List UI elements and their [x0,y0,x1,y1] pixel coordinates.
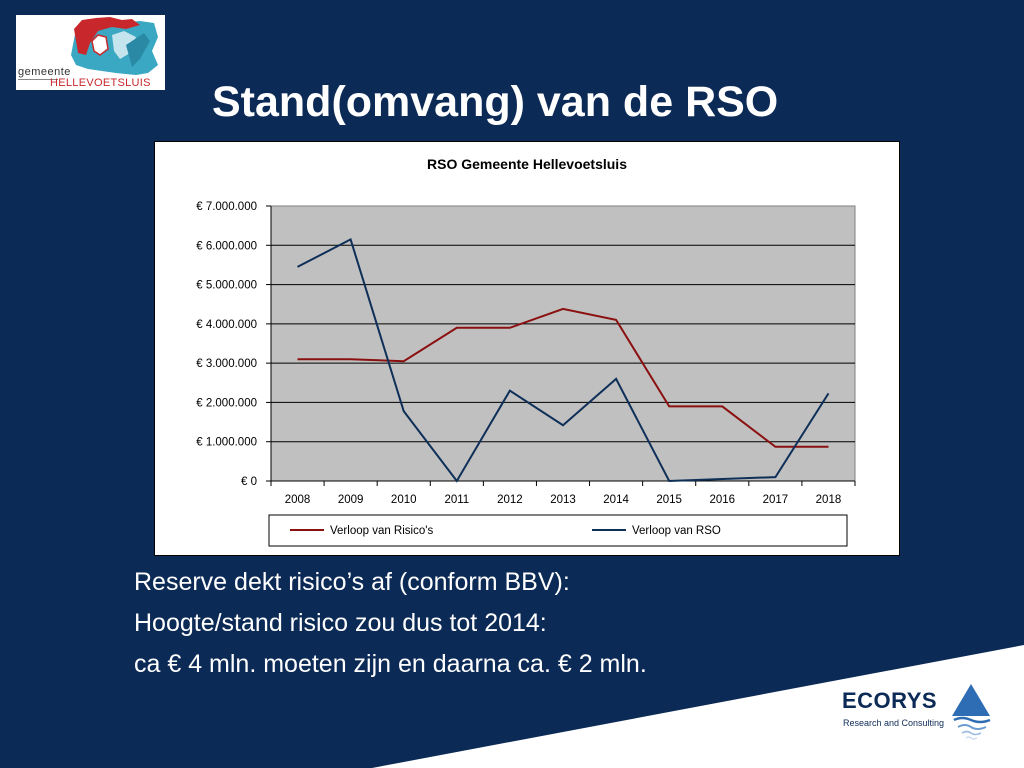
y-tick-label-4: € 4.000.000 [196,319,257,331]
x-tick-label-2012: 2012 [497,494,523,506]
lion-crest-icon [71,17,158,75]
series-line-risicos [297,307,829,448]
series-line-rso [297,237,830,483]
white-wedge [372,645,1024,768]
y-tick-label-6: € 6.000.000 [196,240,257,252]
x-tick-label-2017: 2017 [763,494,789,506]
legend-box [268,514,848,547]
y-tick-label-5: € 5.000.000 [196,280,257,292]
x-tick-label-2018: 2018 [816,494,842,506]
ecorys-logo: ECORYS Research and Consulting [838,680,998,750]
x-tick-label-2011: 2011 [444,494,469,506]
ecorys-name: ECORYS [842,688,938,713]
x-tick-label-2013: 2013 [550,494,576,506]
body-line-1: Reserve dekt risico’s af (conform BBV): [134,568,570,596]
logo-text-gemeente: gemeente [18,66,71,78]
x-tick-label-2015: 2015 [656,494,682,506]
triangle-wave-icon [952,684,991,740]
plot-area [270,205,856,482]
slide-title: Stand(omvang) van de RSO [212,78,779,126]
y-tick-label-7: € 7.000.000 [196,201,257,213]
y-tick-label-2: € 2.000.000 [196,397,257,409]
body-text: Reserve dekt risico’s af (conform BBV): … [134,562,647,685]
chart-title: RSO Gemeente Hellevoetsluis [427,156,627,172]
x-tick-label-2008: 2008 [285,494,311,506]
ecorys-tagline: Research and Consulting [843,718,945,728]
x-tick-label-2016: 2016 [709,494,735,506]
chart-container: RSO Gemeente Hellevoetsluis € 0 € 1.000.0… [154,141,900,556]
line-chart: RSO Gemeente Hellevoetsluis € 0 € 1.000.0… [196,156,856,547]
legend-label-1: Verloop van RSO [632,525,721,537]
y-tick-label-0: € 0 [241,476,257,488]
legend-label-0: Verloop van Risico's [330,525,433,537]
logo-divider [18,79,58,80]
y-tick-label-1: € 1.000.000 [196,437,257,449]
x-tick-label-2010: 2010 [391,494,417,506]
logo-text-hellevoetsluis: HELLEVOETSLUIS [50,77,151,89]
x-tick-label-2009: 2009 [338,494,364,506]
y-tick-label-3: € 3.000.000 [196,358,257,370]
body-line-2: Hoogte/stand risico zou dus tot 2014: [134,609,547,637]
x-tick-label-2014: 2014 [603,494,629,506]
body-line-3: ca € 4 mln. moeten zijn en daarna ca. € … [134,650,647,678]
municipality-logo: gemeente HELLEVOETSLUIS [16,15,165,90]
